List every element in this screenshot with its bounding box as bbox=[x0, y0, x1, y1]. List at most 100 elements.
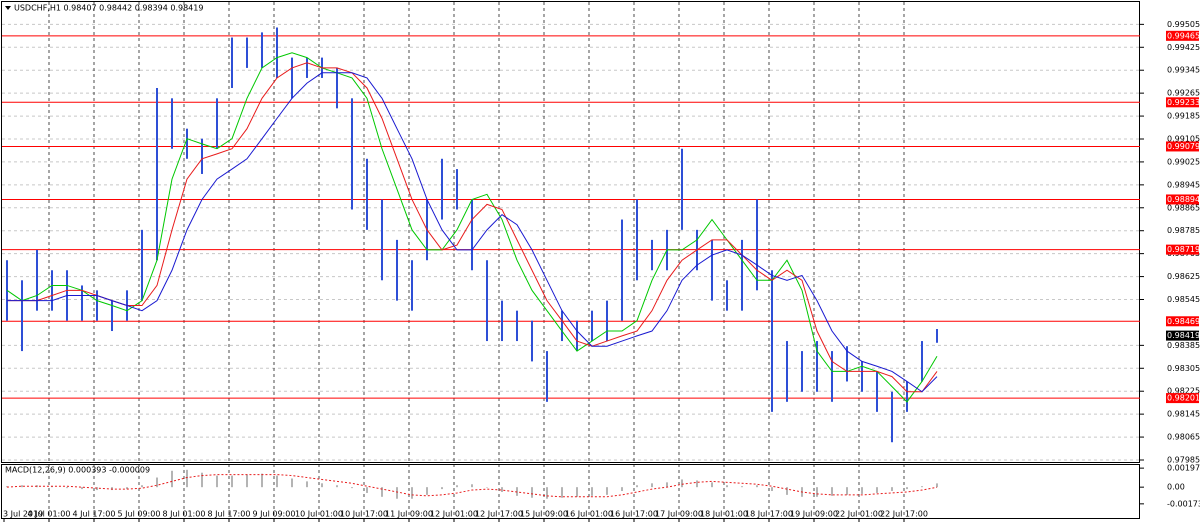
macd-bar bbox=[531, 487, 533, 498]
y-tick-label: 0.97985 bbox=[1167, 455, 1200, 464]
macd-frame bbox=[1, 464, 1140, 519]
y-tick-label: 0.99025 bbox=[1167, 157, 1200, 166]
x-tick-label: 9 Jul 09:00 bbox=[253, 510, 296, 519]
x-tick-label: 10 Jul 01:00 bbox=[295, 510, 343, 519]
x-tick-label: 18 Jul 01:00 bbox=[700, 510, 748, 519]
macd-bar bbox=[666, 482, 668, 488]
x-tick-label: 8 Jul 17:00 bbox=[208, 510, 251, 519]
x-tick-label: 5 Jul 09:00 bbox=[118, 510, 161, 519]
level-tag bbox=[1166, 244, 1199, 255]
level-label: 0.99233 bbox=[1167, 98, 1200, 107]
x-tick-label: 22 Jul 01:00 bbox=[835, 510, 883, 519]
macd-y-tick-label: -0.001731 bbox=[1167, 499, 1200, 508]
level-tag bbox=[1166, 97, 1199, 108]
level-tag bbox=[1166, 141, 1199, 152]
macd-bar bbox=[696, 480, 698, 488]
level-tag bbox=[1166, 393, 1199, 404]
level-tag bbox=[1166, 194, 1199, 205]
x-tick-label: 15 Jul 09:00 bbox=[520, 510, 568, 519]
macd-bar bbox=[306, 481, 308, 488]
macd-bar bbox=[441, 487, 443, 490]
macd-bar bbox=[336, 485, 338, 488]
macd-bar bbox=[546, 487, 548, 499]
current-price-tag bbox=[1166, 330, 1199, 341]
x-tick-label: 11 Jul 09:00 bbox=[385, 510, 433, 519]
x-tick-label: 16 Jul 17:00 bbox=[610, 510, 658, 519]
macd-bar bbox=[726, 485, 728, 488]
macd-bar bbox=[66, 487, 68, 489]
macd-bar bbox=[216, 475, 218, 488]
macd-bar bbox=[576, 487, 578, 497]
y-tick-label: 0.98785 bbox=[1167, 226, 1200, 235]
x-tick-label: 18 Jul 17:00 bbox=[745, 510, 793, 519]
x-tick-label: 10 Jul 17:00 bbox=[340, 510, 388, 519]
macd-bar bbox=[171, 470, 173, 488]
macd-bar bbox=[141, 485, 143, 488]
y-tick-label: 0.98865 bbox=[1167, 203, 1200, 212]
x-tick-label: 3 Jul 2019 bbox=[3, 510, 43, 519]
menu-arrow[interactable] bbox=[5, 6, 11, 10]
macd-bar bbox=[831, 487, 833, 496]
x-tick-label: 8 Jul 01:00 bbox=[163, 510, 206, 519]
y-tick-label: 0.99265 bbox=[1167, 89, 1200, 98]
macd-y-tick-label: 0.001975 bbox=[1167, 464, 1200, 473]
macd-bar bbox=[486, 487, 488, 488]
macd-bar bbox=[321, 483, 323, 488]
y-tick-label: 0.99505 bbox=[1167, 20, 1200, 29]
y-tick-label: 0.98145 bbox=[1167, 410, 1200, 419]
y-tick-label: 0.98305 bbox=[1167, 364, 1200, 373]
moving-average bbox=[7, 62, 938, 393]
macd-bar bbox=[396, 487, 398, 499]
macd-bar bbox=[816, 487, 818, 497]
macd-bar bbox=[561, 487, 563, 498]
macd-bar bbox=[621, 487, 623, 492]
macd-bar bbox=[426, 487, 428, 495]
macd-bar bbox=[456, 485, 458, 488]
x-tick-label: 4 Jul 17:00 bbox=[73, 510, 116, 519]
macd-bar bbox=[231, 475, 233, 488]
y-tick-label: 0.98945 bbox=[1167, 180, 1200, 189]
macd-bar bbox=[366, 487, 368, 493]
level-label: 0.98201 bbox=[1167, 394, 1200, 403]
x-tick-label: 12 Jul 17:00 bbox=[475, 510, 523, 519]
main-frame bbox=[1, 1, 1140, 463]
macd-bar bbox=[156, 477, 158, 488]
macd-bar bbox=[186, 469, 188, 488]
macd-bar bbox=[936, 483, 938, 488]
y-tick-label: 0.99185 bbox=[1167, 112, 1200, 121]
macd-bar bbox=[771, 487, 773, 492]
level-label: 0.99079 bbox=[1167, 142, 1200, 151]
level-label: 0.98894 bbox=[1167, 195, 1200, 204]
current-price-label: 0.98419 bbox=[1167, 331, 1200, 340]
x-tick-label: 4 Jul 01:00 bbox=[28, 510, 71, 519]
x-tick-label: 17 Jul 09:00 bbox=[655, 510, 703, 519]
macd-bar bbox=[606, 487, 608, 495]
y-tick-label: 0.99105 bbox=[1167, 134, 1200, 143]
y-tick-label: 0.99345 bbox=[1167, 66, 1200, 75]
macd-signal bbox=[6, 474, 938, 498]
macd-bar bbox=[921, 486, 923, 488]
y-tick-label: 0.98065 bbox=[1167, 433, 1200, 442]
y-tick-label: 0.98225 bbox=[1167, 387, 1200, 396]
x-tick-label: 19 Jul 09:00 bbox=[790, 510, 838, 519]
macd-bar bbox=[876, 487, 878, 493]
macd-bar bbox=[636, 485, 638, 488]
x-tick-label: 16 Jul 01:00 bbox=[565, 510, 613, 519]
moving-average bbox=[6, 52, 938, 403]
x-tick-label: 12 Jul 01:00 bbox=[430, 510, 478, 519]
macd-bar bbox=[81, 487, 83, 490]
macd-bar bbox=[126, 487, 128, 490]
level-label: 0.98469 bbox=[1167, 317, 1200, 326]
macd-bar bbox=[36, 485, 38, 488]
macd-bar bbox=[861, 487, 863, 494]
macd-bar bbox=[471, 484, 473, 488]
macd-bar bbox=[906, 487, 908, 490]
moving-average bbox=[7, 72, 938, 393]
level-label: 0.98719 bbox=[1167, 245, 1200, 254]
macd-bar bbox=[381, 487, 383, 497]
macd-bar bbox=[846, 487, 848, 495]
level-tag bbox=[1166, 30, 1199, 41]
macd-bar bbox=[246, 474, 248, 488]
y-tick-label: 0.98625 bbox=[1167, 272, 1200, 281]
